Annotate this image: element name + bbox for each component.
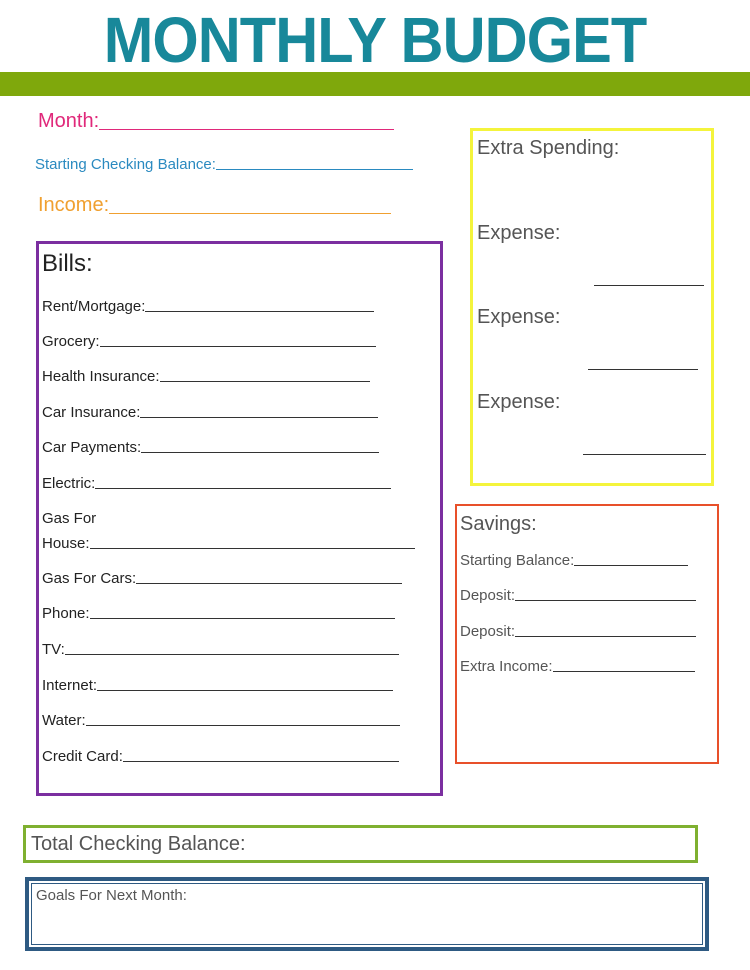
bill-line[interactable] (136, 582, 403, 584)
savings-line[interactable] (552, 670, 695, 672)
bill-electric[interactable]: Electric: (42, 475, 392, 492)
bill-grocery[interactable]: Grocery: (42, 333, 376, 350)
bill-label: Grocery: (42, 333, 100, 350)
bills-heading: Bills: (42, 250, 93, 277)
bill-line[interactable] (122, 760, 399, 762)
bill-label: Gas For Cars: (42, 570, 137, 587)
income-line[interactable] (109, 212, 392, 214)
savings-box: Savings: Starting Balance: Deposit: Depo… (455, 504, 719, 764)
bill-label: Car Insurance: (42, 404, 141, 421)
savings-heading: Savings: (460, 513, 537, 535)
savings-extra-income[interactable]: Extra Income: (460, 658, 695, 675)
bill-gas-house-label-1: Gas For (42, 510, 97, 527)
savings-label: Starting Balance: (460, 552, 575, 569)
page-title: MONTHLY BUDGET (103, 4, 647, 76)
bill-line[interactable] (99, 345, 376, 347)
goals-inner-border (31, 883, 703, 945)
bill-line[interactable] (159, 380, 370, 382)
bill-label: Credit Card: (42, 748, 123, 765)
bill-label: Rent/Mortgage: (42, 298, 146, 315)
starting-checking-line[interactable] (215, 168, 413, 170)
starting-checking-field[interactable]: Starting Checking Balance: (35, 156, 413, 173)
bill-line[interactable] (95, 487, 392, 489)
bill-internet[interactable]: Internet: (42, 677, 394, 694)
total-checking-box[interactable]: Total Checking Balance: (23, 825, 698, 863)
bill-line[interactable] (140, 416, 379, 418)
expense-label: Expense: (477, 306, 561, 328)
savings-label: Extra Income: (460, 658, 553, 675)
bill-label: Health Insurance: (42, 368, 160, 385)
total-checking-label: Total Checking Balance: (31, 833, 246, 855)
expense-line[interactable] (594, 284, 704, 286)
bill-label: Electric: (42, 475, 96, 492)
bill-gas-cars[interactable]: Gas For Cars: (42, 570, 403, 587)
bill-gas-house[interactable]: House: (42, 535, 415, 552)
bill-tv[interactable]: TV: (42, 641, 399, 658)
bill-label: TV: (42, 641, 65, 658)
goals-label: Goals For Next Month: (36, 887, 187, 904)
bills-box: Bills: Rent/Mortgage: Grocery: Health In… (36, 241, 443, 796)
month-field[interactable]: Month: (38, 110, 395, 133)
bill-label: Water: (42, 712, 86, 729)
bill-car-payments[interactable]: Car Payments: (42, 439, 380, 456)
bill-health-insurance[interactable]: Health Insurance: (42, 368, 370, 385)
bill-rent[interactable]: Rent/Mortgage: (42, 298, 375, 315)
bill-line[interactable] (97, 689, 394, 691)
savings-starting-balance[interactable]: Starting Balance: (460, 552, 689, 569)
expense-label: Expense: (477, 222, 561, 244)
bill-car-insurance[interactable]: Car Insurance: (42, 404, 379, 421)
income-field[interactable]: Income: (38, 194, 392, 217)
bill-line[interactable] (141, 451, 380, 453)
month-line[interactable] (99, 128, 395, 130)
expense-line[interactable] (588, 368, 698, 370)
bill-label: House: (42, 535, 90, 552)
goals-box[interactable]: Goals For Next Month: (25, 877, 709, 951)
bill-phone[interactable]: Phone: (42, 605, 395, 622)
extra-spending-heading: Extra Spending: (477, 137, 620, 159)
savings-label: Deposit: (460, 587, 516, 604)
bill-label: Phone: (42, 605, 90, 622)
bill-label: Car Payments: (42, 439, 142, 456)
bill-water[interactable]: Water: (42, 712, 400, 729)
month-label: Month: (38, 110, 100, 132)
savings-line[interactable] (515, 635, 697, 637)
bill-line[interactable] (145, 310, 375, 312)
savings-deposit[interactable]: Deposit: (460, 623, 697, 640)
savings-line[interactable] (515, 599, 697, 601)
bill-label: Internet: (42, 677, 98, 694)
expense-line[interactable] (583, 453, 706, 455)
savings-line[interactable] (574, 564, 689, 566)
header-bar (0, 72, 750, 96)
savings-label: Deposit: (460, 623, 516, 640)
bill-credit-card[interactable]: Credit Card: (42, 748, 399, 765)
starting-checking-label: Starting Checking Balance: (35, 156, 216, 173)
bill-line[interactable] (89, 617, 395, 619)
bill-line[interactable] (85, 724, 400, 726)
extra-spending-box: Extra Spending: Expense: Expense: Expens… (470, 128, 714, 486)
income-label: Income: (38, 194, 110, 216)
expense-label: Expense: (477, 391, 561, 413)
bill-line[interactable] (89, 547, 415, 549)
bill-line[interactable] (64, 653, 399, 655)
savings-deposit[interactable]: Deposit: (460, 587, 697, 604)
